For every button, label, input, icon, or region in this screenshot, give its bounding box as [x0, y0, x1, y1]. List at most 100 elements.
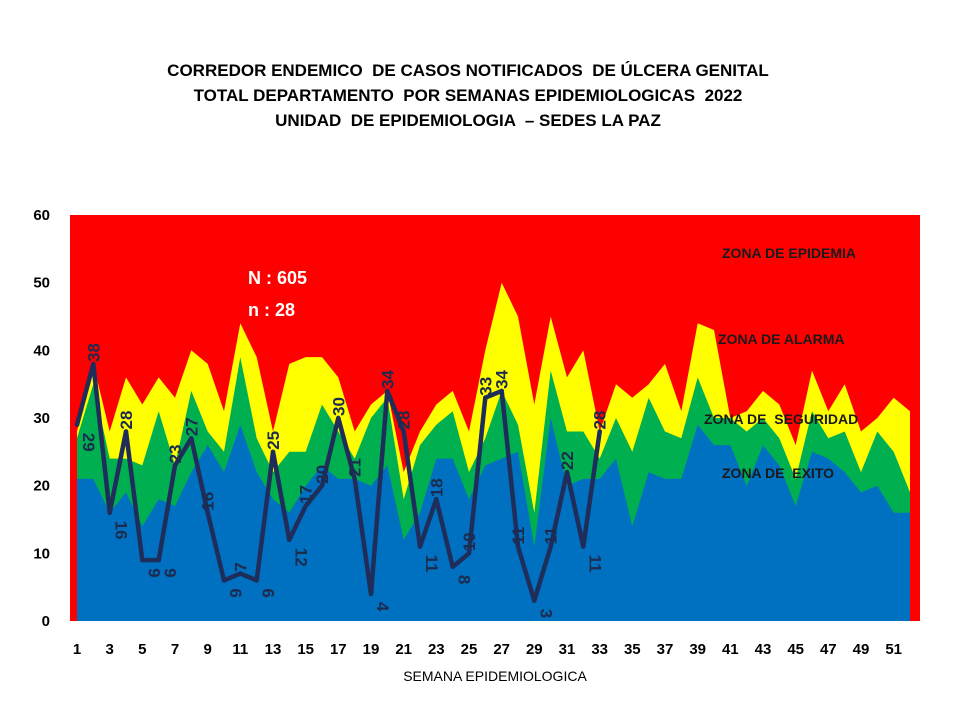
data-label: 30: [329, 397, 348, 416]
cases-point: [287, 537, 292, 542]
x-tick-label: 23: [428, 641, 445, 658]
data-label: 29: [79, 433, 98, 452]
x-tick-label: 17: [330, 641, 347, 658]
x-tick-label: 5: [138, 641, 146, 658]
data-label: 16: [199, 492, 218, 511]
data-label: 28: [117, 411, 136, 430]
data-label: 28: [395, 411, 414, 430]
cases-point: [532, 598, 537, 603]
data-label: 17: [297, 485, 316, 504]
cases-point: [172, 463, 178, 468]
y-tick-label: 20: [33, 478, 50, 495]
y-tick-label: 30: [33, 410, 50, 427]
cases-point: [352, 476, 357, 482]
x-tick-label: 15: [297, 641, 314, 658]
x-tick-label: 29: [526, 641, 543, 658]
annotation-current: n : 28: [248, 300, 295, 320]
data-label: 9: [144, 568, 163, 577]
title-line-3: UNIDAD DE EPIDEMIOLOGIA – SEDES LA PAZ: [275, 111, 661, 130]
cases-point: [401, 429, 406, 434]
cases-point: [270, 449, 276, 454]
cases-point: [597, 429, 602, 434]
cases-point: [107, 510, 112, 515]
data-label: 6: [259, 588, 278, 597]
x-tick-label: 51: [885, 641, 902, 658]
x-tick-label: 11: [232, 641, 248, 658]
x-axis-title: SEMANA EPIDEMIOLOGICA: [403, 668, 587, 684]
data-label: 9: [161, 568, 180, 577]
x-tick-label: 33: [591, 641, 608, 658]
cases-point: [238, 571, 243, 576]
x-tick-label: 3: [106, 641, 114, 658]
data-label: 11: [585, 555, 604, 573]
cases-point: [123, 429, 129, 434]
data-label: 23: [166, 444, 185, 463]
data-label: 7: [231, 562, 250, 571]
data-label: 4: [373, 602, 392, 612]
cases-point: [548, 544, 553, 549]
cases-point: [205, 510, 210, 515]
x-tick-label: 27: [493, 641, 510, 658]
x-tick-label: 7: [171, 641, 179, 658]
cases-point: [450, 564, 455, 570]
cases-point: [303, 503, 308, 509]
zone-label-seguridad: ZONA DE SEGURIDAD: [704, 411, 858, 427]
data-label: 27: [182, 417, 201, 436]
y-tick-label: 60: [33, 207, 50, 224]
cases-point: [254, 578, 259, 583]
cases-point: [91, 361, 96, 367]
data-label: 22: [558, 451, 577, 470]
cases-point: [368, 591, 374, 597]
zone-area-exito: [77, 418, 910, 621]
x-tick-label: 31: [559, 641, 576, 658]
cases-point: [581, 544, 586, 549]
cases-point: [336, 415, 341, 421]
zone-label-alarma: ZONA DE ALARMA: [718, 331, 845, 347]
cases-point: [417, 544, 423, 549]
cases-point: [499, 388, 504, 394]
x-tick-label: 9: [204, 641, 212, 658]
cases-point: [385, 388, 390, 394]
data-label: 34: [378, 369, 397, 388]
x-tick-label: 43: [755, 641, 772, 658]
cases-point: [515, 544, 521, 549]
data-label: 21: [346, 458, 365, 477]
cases-point: [156, 557, 161, 563]
y-tick-label: 40: [33, 342, 50, 359]
y-tick-label: 50: [33, 275, 50, 292]
data-label: 12: [291, 548, 310, 567]
data-label: 8: [455, 575, 474, 584]
cases-point: [74, 422, 80, 427]
data-label: 3: [536, 609, 555, 618]
x-tick-label: 37: [657, 641, 674, 658]
data-label: 10: [460, 532, 479, 551]
data-label: 16: [112, 521, 131, 540]
x-tick-label: 41: [722, 641, 739, 658]
data-label: 6: [226, 588, 245, 597]
y-tick-label: 0: [42, 613, 50, 630]
cases-point: [189, 436, 194, 441]
data-label: 38: [84, 343, 103, 362]
cases-point: [140, 557, 145, 563]
x-tick-label: 25: [461, 641, 478, 658]
title-line-2: TOTAL DEPARTAMENTO POR SEMANAS EPIDEMIOL…: [193, 86, 743, 105]
data-label: 11: [542, 527, 561, 545]
cases-point: [221, 578, 227, 583]
data-label: 11: [509, 527, 528, 545]
cases-point: [319, 483, 325, 488]
data-label: 33: [476, 377, 495, 396]
cases-point: [466, 551, 472, 556]
x-tick-label: 35: [624, 641, 641, 658]
cases-point: [564, 469, 570, 475]
x-tick-label: 1: [73, 641, 81, 658]
annotation-total: N : 605: [248, 268, 307, 288]
x-tick-label: 19: [363, 641, 380, 658]
data-label: 34: [493, 369, 512, 388]
data-label: 11: [422, 555, 441, 573]
cases-point: [434, 497, 439, 502]
zone-label-epidemia: ZONA DE EPIDEMIA: [722, 245, 856, 261]
x-tick-label: 45: [787, 641, 804, 658]
y-tick-label: 10: [33, 545, 50, 562]
title-line-1: CORREDOR ENDEMICO DE CASOS NOTIFICADOS D…: [167, 61, 769, 80]
